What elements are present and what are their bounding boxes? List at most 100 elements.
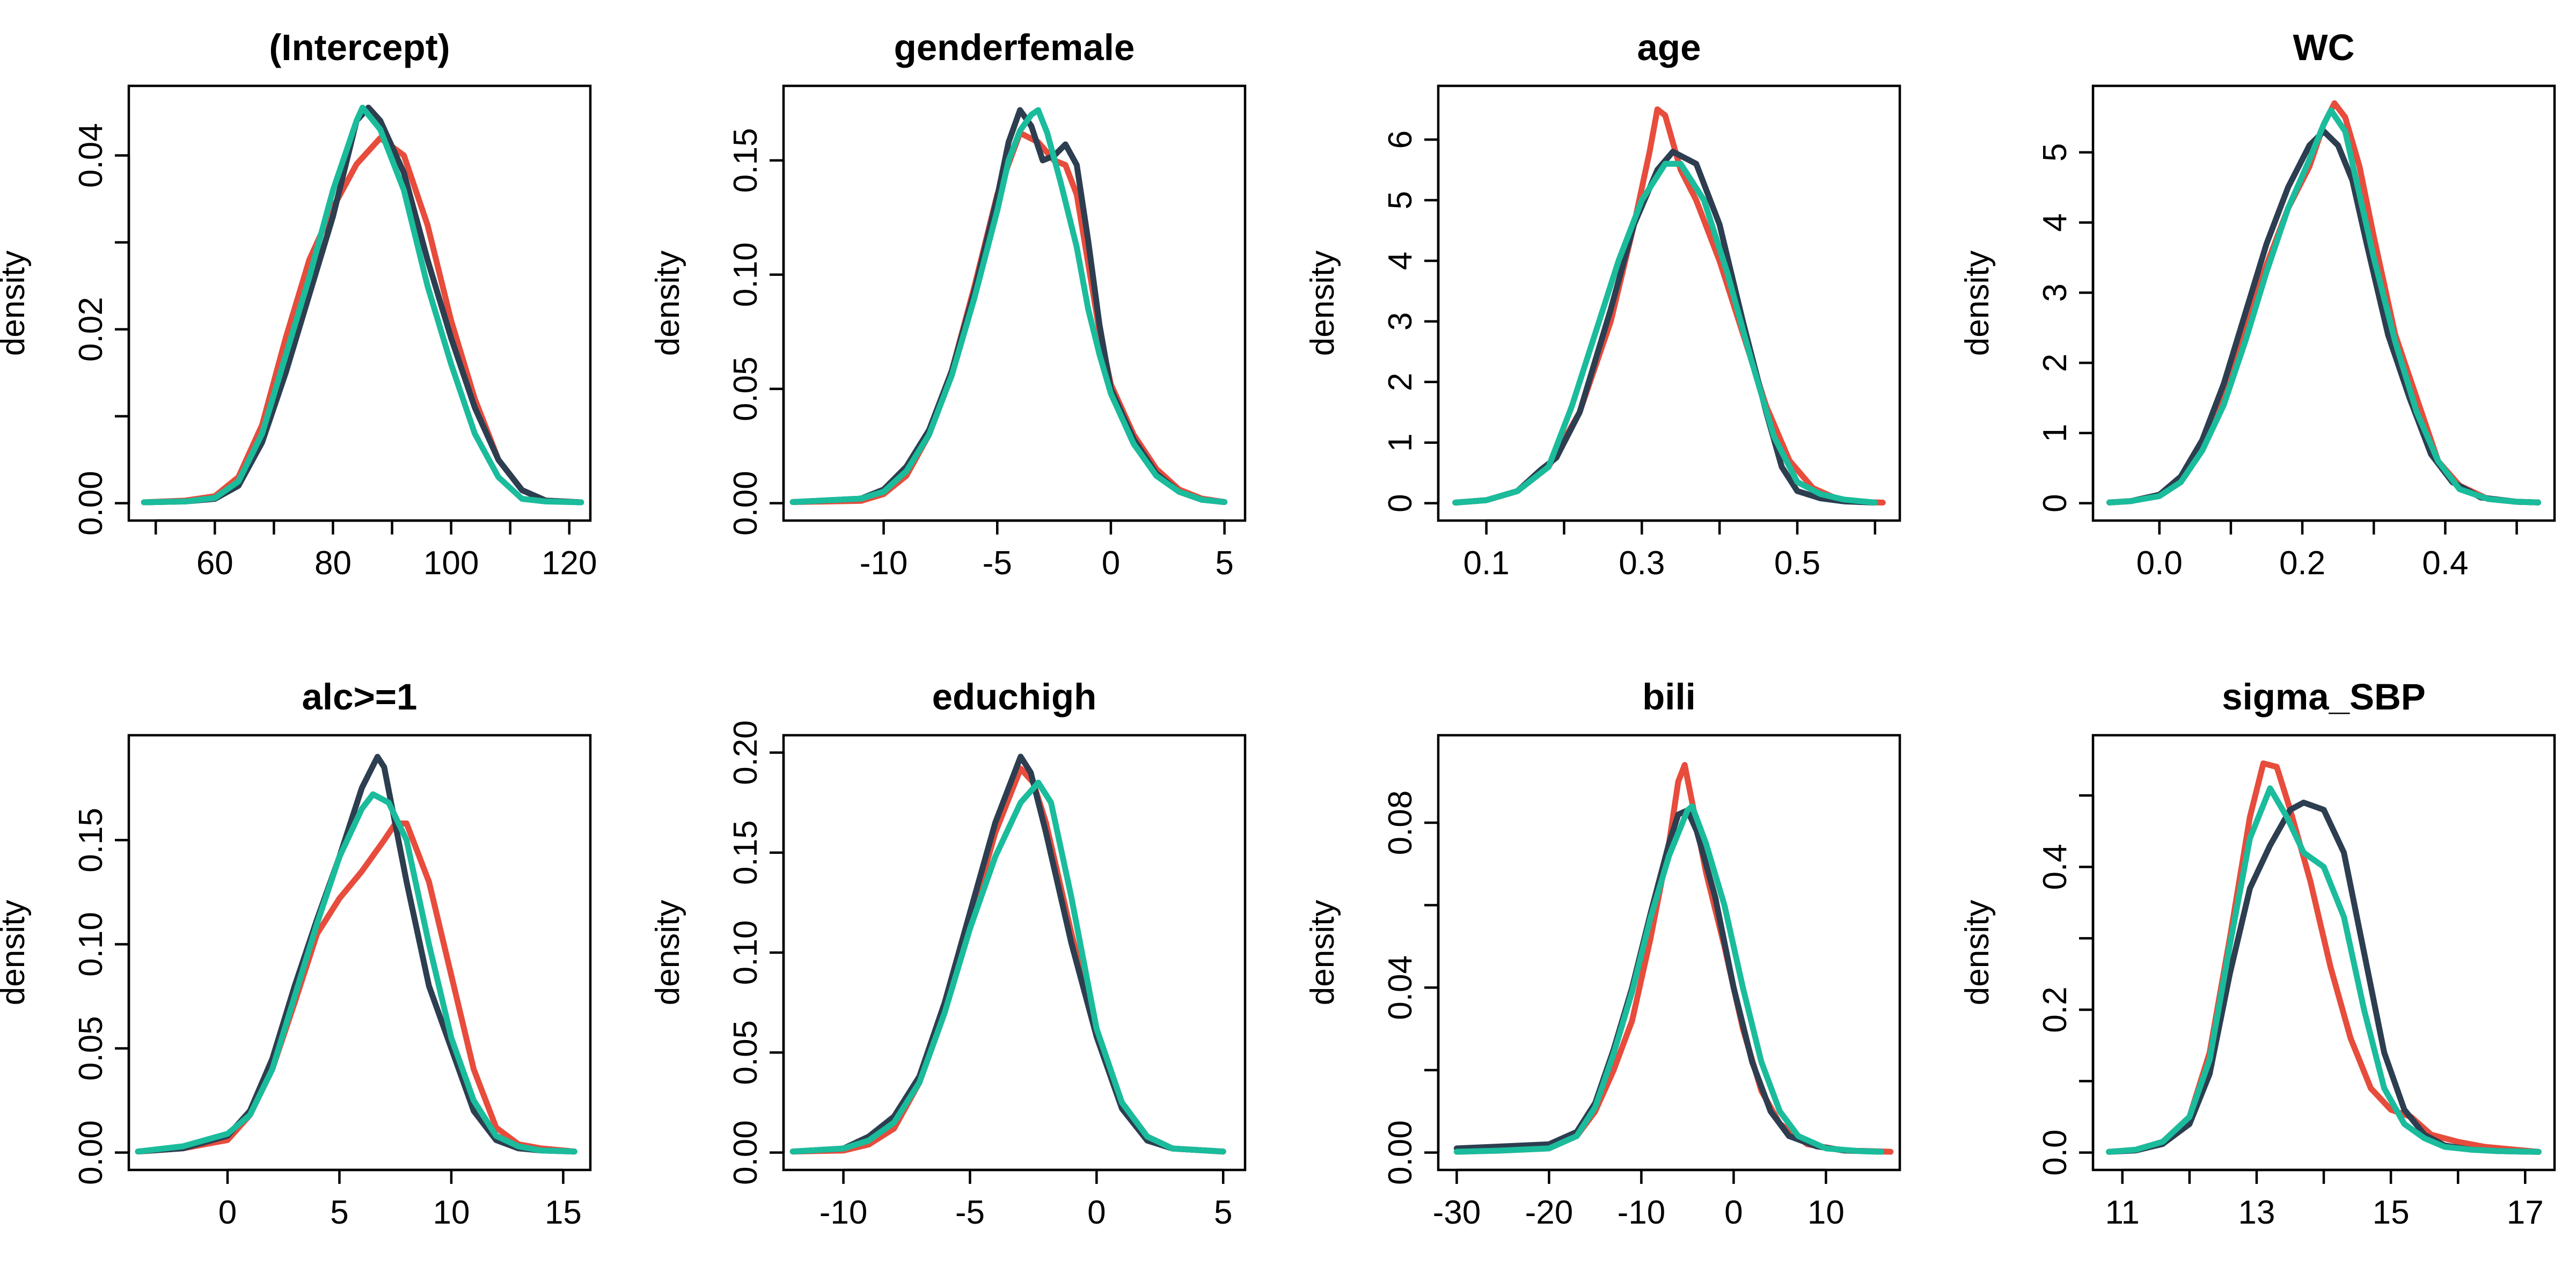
density-panel: WC density 0.0 0.2 0.4 0 1 2 3 4 5	[1959, 27, 2556, 582]
x-tick-label: 15	[545, 1194, 582, 1231]
density-curve-3	[141, 105, 584, 506]
y-tick-label: 0	[1382, 494, 1419, 512]
panel-title: (Intercept)	[269, 27, 450, 68]
plot-frame	[1437, 84, 1901, 522]
y-axis-label: density	[1304, 251, 1341, 356]
density-curve-1	[789, 130, 1228, 505]
y-tick-label: 0.15	[727, 820, 764, 885]
y-axis-label: density	[1959, 900, 1996, 1005]
x-tick-label: 0.4	[2422, 545, 2468, 582]
x-tick-label: 0.5	[1774, 545, 1820, 582]
y-tick-label: 0.08	[1382, 791, 1419, 855]
y-tick-label: 0.04	[72, 123, 109, 188]
x-tick-label: 80	[314, 545, 352, 582]
x-tick-label: 0	[218, 1194, 237, 1231]
y-axis-label: density	[0, 900, 32, 1005]
y-tick-label: 3	[2037, 283, 2074, 302]
plot-frame	[127, 84, 592, 522]
y-tick-label: 0.2	[2037, 986, 2074, 1033]
y-tick-label: 2	[2037, 354, 2074, 372]
x-tick-label: -10	[1618, 1194, 1666, 1231]
y-tick-label: 0.05	[727, 356, 764, 421]
y-tick-label: 0.02	[72, 297, 109, 362]
panel-title: bili	[1642, 676, 1696, 718]
x-tick-label: -10	[819, 1194, 868, 1231]
x-tick-label: 0.0	[2136, 545, 2183, 582]
y-axis-label: density	[649, 251, 686, 356]
y-axis-label: density	[649, 900, 686, 1005]
density-curve-3	[2106, 107, 2541, 506]
density-curve-1	[2106, 760, 2542, 1155]
y-tick-label: 0.4	[2037, 844, 2074, 890]
y-tick-label: 0.20	[727, 720, 764, 785]
y-tick-label: 4	[1382, 252, 1419, 270]
x-tick-label: 0	[1724, 1194, 1743, 1231]
plot-frame	[782, 734, 1247, 1172]
y-tick-label: 5	[2037, 143, 2074, 162]
x-tick-label: 13	[2238, 1194, 2275, 1231]
x-tick-label: 120	[541, 545, 597, 582]
x-tick-label: 5	[330, 1194, 348, 1231]
x-tick-label: 0	[1102, 545, 1120, 582]
panel-title: WC	[2293, 27, 2355, 68]
x-tick-label: 0.3	[1619, 545, 1665, 582]
density-curve-2	[789, 753, 1226, 1155]
panel-title: sigma_SBP	[2222, 676, 2426, 718]
density-curve-2	[2106, 800, 2542, 1155]
density-curve-3	[789, 779, 1226, 1155]
x-tick-label: -30	[1433, 1194, 1481, 1231]
y-axis-label: density	[1959, 251, 1996, 356]
x-tick-label: -5	[955, 1194, 985, 1231]
x-tick-label: 17	[2507, 1194, 2544, 1231]
y-tick-label: 0.04	[1382, 955, 1419, 1020]
density-curve-1	[1452, 106, 1886, 506]
y-tick-label: 1	[1382, 433, 1419, 451]
density-curve-2	[141, 105, 584, 506]
y-tick-label: 0.00	[72, 1120, 109, 1185]
density-panel: educhigh density -10 -5 0 5 0.00 0.05 0.10 0.15 0.…	[649, 676, 1247, 1231]
y-tick-label: 3	[1382, 312, 1419, 331]
plot-frame	[1437, 734, 1901, 1172]
y-tick-label: 0.15	[727, 128, 764, 193]
density-curve-1	[135, 820, 577, 1155]
y-tick-label: 0.10	[72, 912, 109, 977]
panel-title: age	[1637, 27, 1701, 68]
plot-frame	[2091, 84, 2556, 522]
y-tick-label: 0.00	[72, 471, 109, 536]
x-tick-label: 10	[1807, 1194, 1845, 1231]
density-curve-3	[135, 791, 577, 1155]
y-tick-label: 0.0	[2037, 1129, 2074, 1175]
y-tick-label: 5	[1382, 191, 1419, 209]
y-tick-label: 0.15	[72, 808, 109, 873]
x-tick-label: 11	[2105, 1194, 2140, 1231]
y-tick-label: 1	[2037, 424, 2074, 442]
density-panel: alc>=1 density 0 5 10 15 0.00 0.05 0.10 0.15	[0, 676, 592, 1231]
y-tick-label: 0.00	[1382, 1120, 1419, 1185]
y-tick-label: 6	[1382, 130, 1419, 149]
panel-title: educhigh	[932, 676, 1097, 718]
density-curve-3	[1452, 160, 1878, 506]
x-tick-label: -20	[1525, 1194, 1574, 1231]
y-tick-label: 0.05	[727, 1020, 764, 1085]
density-curve-1	[2106, 100, 2541, 506]
y-tick-label: 0	[2037, 494, 2074, 512]
x-tick-label: 60	[196, 545, 233, 582]
x-tick-label: 0.1	[1463, 545, 1510, 582]
y-tick-label: 0.00	[727, 471, 764, 536]
x-tick-label: 100	[423, 545, 479, 582]
y-axis-label: density	[1304, 900, 1341, 1005]
density-curve-1	[141, 135, 584, 506]
x-tick-label: 15	[2373, 1194, 2410, 1231]
x-tick-label: 0	[1087, 1194, 1106, 1231]
y-tick-label: 0.00	[727, 1120, 764, 1185]
density-panel: genderfemale density -10 -5 0 5 0.00 0.05 0.10 0.…	[649, 27, 1247, 582]
x-tick-label: 5	[1215, 545, 1233, 582]
x-tick-label: 0.2	[2279, 545, 2325, 582]
x-tick-label: -5	[983, 545, 1012, 582]
density-curve-3	[2106, 785, 2542, 1155]
y-tick-label: 2	[1382, 373, 1419, 391]
y-tick-label: 4	[2037, 213, 2074, 231]
x-tick-label: -10	[860, 545, 908, 582]
